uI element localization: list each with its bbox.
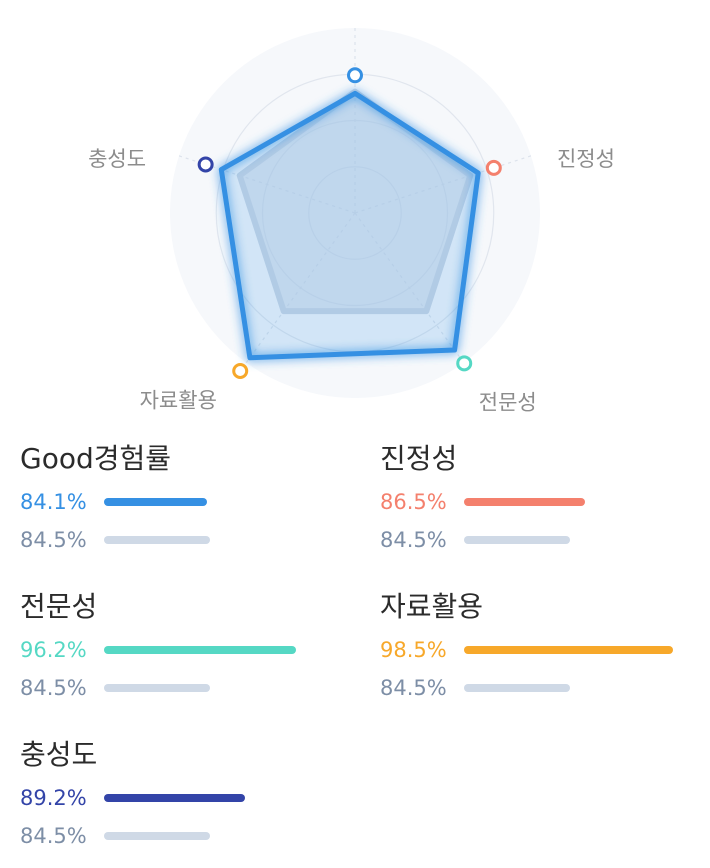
radar-axis-marker [485, 159, 502, 176]
metric-expertise: 전문성 96.2% 84.5% [20, 590, 340, 720]
metric-material-use: 자료활용 98.5% 84.5% [380, 590, 700, 720]
metric-average-label: 84.5% [20, 676, 87, 700]
metric-value-label: 98.5% [380, 638, 447, 662]
radar-axis-marker [347, 67, 363, 84]
metric-average-bar [104, 536, 211, 544]
metric-average-bar [104, 684, 211, 692]
radar-axis-marker [456, 355, 473, 372]
radar-series-value [218, 90, 481, 361]
metric-title: 충성도 [20, 738, 98, 771]
metric-value-bar [464, 646, 673, 654]
metric-title: Good경험률 [20, 442, 172, 475]
radar-axis-marker [232, 362, 249, 379]
metric-average-bar [464, 684, 571, 692]
radar-axis-label: 자료활용 [140, 389, 217, 413]
metric-value-bar [104, 646, 297, 654]
metric-title: 전문성 [20, 590, 98, 623]
metric-title: 진정성 [380, 442, 458, 475]
metric-value-bar [104, 794, 245, 802]
metric-loyalty: 충성도 89.2% 84.5% [20, 738, 340, 868]
metric-average-label: 84.5% [380, 528, 447, 552]
metric-average-bar [104, 832, 211, 840]
metric-value-bar [104, 498, 208, 506]
radar-axis-marker [197, 156, 214, 173]
metric-average-bar [464, 536, 571, 544]
metric-average-label: 84.5% [380, 676, 447, 700]
metric-average-label: 84.5% [20, 528, 87, 552]
metric-title: 자료활용 [380, 590, 484, 623]
metric-value-label: 89.2% [20, 786, 87, 810]
radar-axis-label: 충성도 [88, 147, 146, 171]
metric-value-bar [464, 498, 585, 506]
metric-authenticity: 진정성 86.5% 84.5% [380, 442, 700, 572]
metric-value-label: 84.1% [20, 490, 87, 514]
metric-average-label: 84.5% [20, 824, 87, 848]
metric-good-experience: Good경험률 84.1% 84.5% [20, 442, 340, 572]
radar-chart: Good경험률진정성전문성자료활용충성도 [0, 0, 710, 420]
radar-chart-svg: Good경험률진정성전문성자료활용충성도 [88, 28, 615, 415]
radar-axis-label: 전문성 [479, 391, 537, 415]
radar-axis-label: 진정성 [557, 147, 615, 171]
metric-value-label: 96.2% [20, 638, 87, 662]
metric-value-label: 86.5% [380, 490, 447, 514]
